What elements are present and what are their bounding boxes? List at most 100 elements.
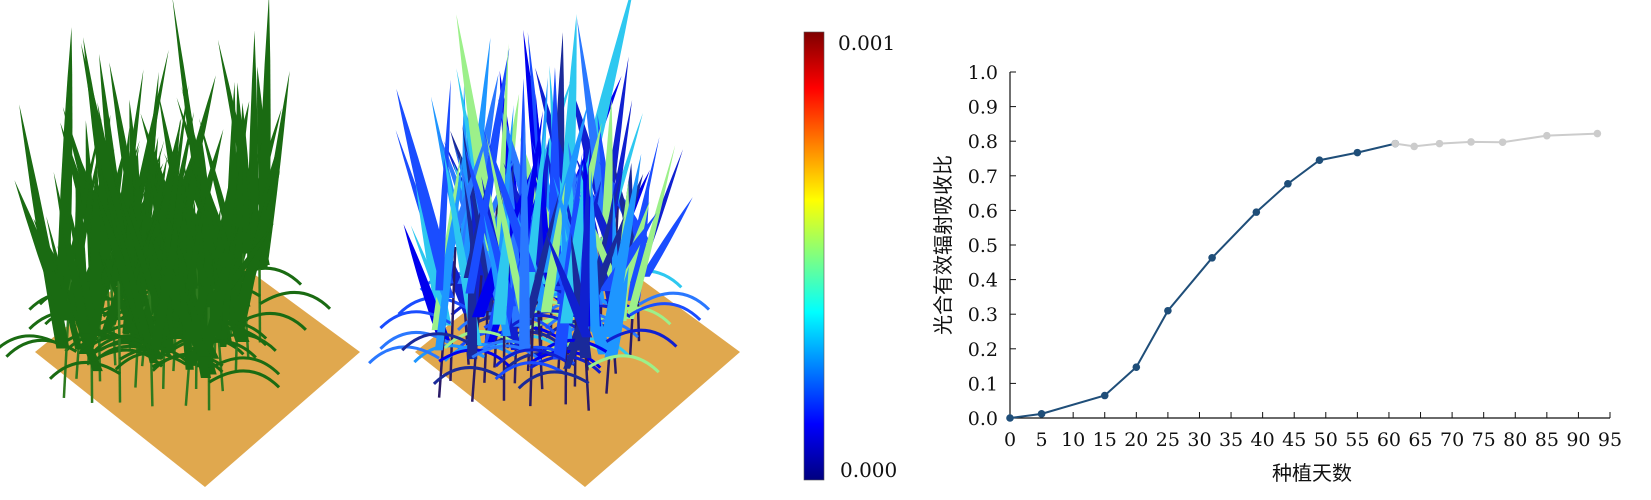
plant-stem (117, 258, 122, 403)
plant-leaf (494, 361, 567, 381)
plant-leaf (258, 0, 271, 223)
x-tick-label: 15 (1093, 429, 1117, 451)
plant-leaf (589, 170, 600, 332)
x-tick-label: 35 (1219, 429, 1243, 451)
x-tick-label: 65 (1408, 429, 1432, 451)
chart-series (1006, 129, 1602, 422)
plant-leaf (625, 144, 676, 320)
data-point (1410, 142, 1419, 151)
plant-leaf (435, 79, 451, 291)
data-point (1164, 306, 1172, 315)
plant-leaf (14, 180, 74, 321)
plant-leaf (578, 163, 590, 328)
series-line-1 (1395, 132, 1598, 148)
x-tick-label: 95 (1598, 429, 1622, 451)
plant-leaf (0, 334, 65, 349)
y-tick-label: 0.3 (968, 304, 998, 326)
x-axis-label: 种植天数 (1272, 461, 1352, 485)
plant-leaf (61, 175, 100, 336)
plant-leaf (434, 146, 465, 351)
data-point (1353, 148, 1362, 157)
plant-leaf (401, 332, 474, 352)
x-tick-label: 5 (1036, 429, 1048, 451)
plant-leaf (48, 361, 121, 380)
absorption-heatmap-render (368, 0, 740, 487)
data-point (1315, 156, 1324, 165)
plant-leaf (629, 302, 702, 322)
x-tick-label: 20 (1124, 429, 1148, 451)
data-point (1391, 139, 1400, 148)
data-point (1132, 363, 1141, 371)
data-point (1006, 414, 1014, 422)
x-tick-label: 45 (1282, 429, 1306, 451)
y-tick-label: 1.0 (968, 62, 998, 84)
data-point (1467, 138, 1475, 146)
plant-leaf (601, 153, 642, 337)
plant-leaf (259, 291, 332, 310)
plant-leaf (640, 197, 693, 277)
y-axis-label: 光合有效辐射吸收比 (931, 155, 955, 335)
plant-leaf (136, 111, 158, 269)
colorbar-max-label: 0.001 (838, 31, 895, 55)
data-point (1435, 139, 1444, 148)
plant-leaf (517, 370, 590, 390)
y-tick-label: 0.2 (968, 339, 998, 361)
plant-stems (0, 0, 332, 411)
plant-stem (449, 246, 457, 381)
plant-leaf (196, 227, 239, 368)
y-tick-label: 0.1 (968, 373, 998, 395)
plant-leaf (519, 113, 530, 350)
plant-leaf (110, 166, 162, 307)
y-tick-label: 0.8 (968, 131, 998, 153)
plant-leaf (471, 344, 544, 364)
data-point (1498, 138, 1507, 147)
x-tick-label: 30 (1187, 429, 1211, 451)
plant-leaf (557, 13, 577, 246)
plant-leaf (605, 328, 678, 348)
data-point (1037, 410, 1046, 418)
plant-leaf (545, 230, 593, 338)
colorbar-min-label: 0.000 (840, 458, 897, 482)
series-line-0 (1009, 142, 1396, 419)
plant-leaf (53, 171, 91, 334)
y-tick-label: 0.9 (968, 97, 998, 119)
y-tick-label: 0.0 (968, 408, 998, 430)
x-tick-label: 60 (1377, 429, 1401, 451)
x-tick-label: 40 (1251, 429, 1275, 451)
data-point (1593, 129, 1602, 138)
x-tick-label: 50 (1314, 429, 1338, 451)
y-tick-label: 0.6 (968, 200, 998, 222)
plant-canopy-render (0, 0, 360, 487)
x-tick-label: 70 (1440, 429, 1464, 451)
x-tick-label: 0 (1004, 429, 1016, 451)
plant-leaf (587, 354, 660, 374)
plant-leaf (552, 152, 583, 360)
plant-leaf (529, 349, 602, 369)
colorbar-gradient (803, 31, 825, 481)
plant-leaf (159, 84, 189, 281)
plant-leaf (368, 345, 440, 365)
plant-leaf (208, 369, 281, 389)
y-tick-label: 0.4 (968, 270, 998, 292)
plant-leaf (146, 232, 173, 348)
plant-leaf (524, 192, 560, 319)
plant-leaf (432, 366, 505, 385)
plant-leaf (81, 335, 154, 354)
plant-leaf (638, 291, 711, 311)
heatmap-plant-stems (368, 0, 711, 411)
plant-leaf (114, 351, 187, 371)
x-tick-label: 25 (1156, 429, 1180, 451)
plant-leaf (105, 177, 158, 364)
plant-leaf (235, 312, 307, 331)
plant-leaf (185, 339, 257, 359)
plant-leaf (254, 129, 284, 226)
y-tick-label: 0.7 (968, 166, 998, 188)
plant-leaf (410, 225, 450, 314)
x-tick-label: 90 (1566, 429, 1590, 451)
data-point (1543, 131, 1551, 140)
data-point (1208, 254, 1216, 262)
colorbar: 0.001 0.000 (803, 31, 897, 482)
x-tick-label: 75 (1472, 429, 1496, 451)
far-ratio-line-chart: 0.0 0.1 0.2 0.3 0.4 0.5 0.6 0.7 0.8 0.9 1.0 0 5 10 15 2… (931, 62, 1622, 485)
